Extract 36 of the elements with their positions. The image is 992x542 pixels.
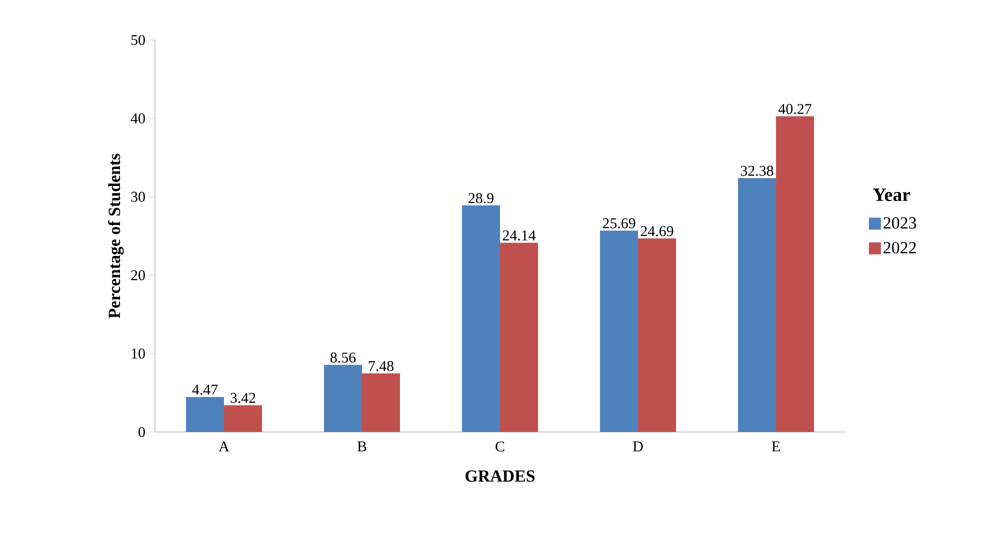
legend-title: Year	[873, 188, 910, 202]
x-tick-label: B	[357, 442, 366, 452]
x-tick-label: C	[496, 442, 504, 452]
y-tick-label: 10	[132, 348, 145, 359]
data-label: 40.27	[778, 104, 812, 114]
y-axis-title: Percentage of Students	[108, 154, 124, 318]
bar	[362, 373, 400, 432]
y-tick-label: 0	[138, 426, 145, 438]
data-label: 24.69	[640, 226, 674, 236]
data-label: 7.48	[368, 361, 394, 372]
y-tick-label: 30	[131, 192, 145, 202]
data-label: 24.14	[502, 230, 536, 241]
bar	[462, 205, 500, 432]
data-label: 28.9	[468, 193, 494, 204]
bar	[324, 364, 362, 432]
data-label: 8.56	[330, 352, 356, 363]
data-label: 3.42	[230, 392, 256, 403]
x-axis-title: GRADES	[466, 470, 535, 482]
bar	[600, 230, 638, 432]
x-tick-label: A	[218, 442, 230, 452]
y-tick-label: 40	[130, 113, 145, 124]
data-label: 32.38	[740, 166, 774, 176]
data-label: 25.69	[602, 218, 636, 228]
data-label: 4.47	[192, 384, 218, 395]
bar	[738, 178, 776, 432]
bar	[776, 116, 814, 432]
legend-label: 2022	[884, 242, 916, 254]
bar	[638, 238, 676, 432]
y-tick-label: 20	[131, 270, 145, 280]
bar	[500, 242, 538, 432]
x-tick-label: D	[633, 442, 643, 452]
bar	[186, 396, 224, 432]
y-tick-label: 50	[131, 34, 145, 46]
legend-label: 2023	[884, 217, 916, 229]
bar	[224, 405, 262, 432]
x-tick-label: E	[772, 442, 780, 452]
